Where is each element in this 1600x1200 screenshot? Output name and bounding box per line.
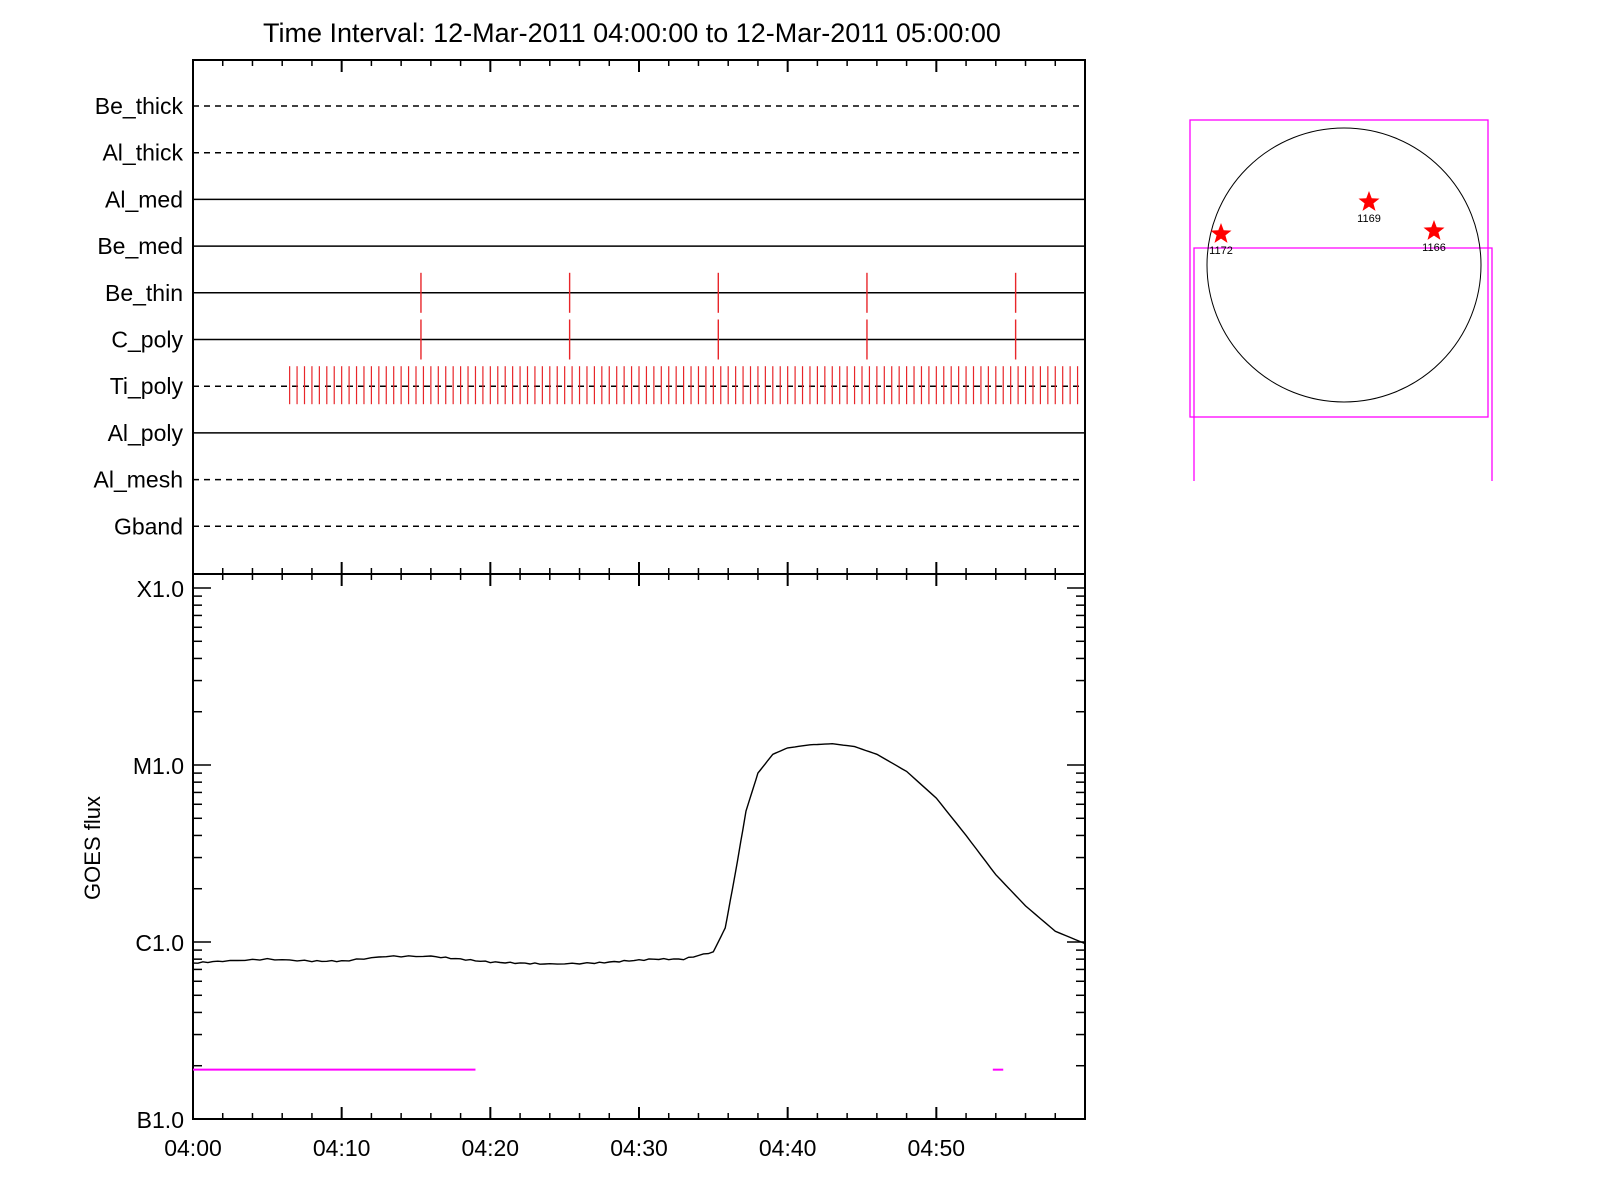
y-tick-label: B1.0	[137, 1107, 184, 1133]
solar-disk-panel: 1172 1169 1166	[1189, 119, 1493, 481]
active-region-label: 1169	[1357, 213, 1381, 225]
filter-timeline-panel: Be_thick Al_thick Al_med Be_med Be_thin C_pol…	[94, 59, 1086, 586]
fov-box-upper	[1189, 119, 1489, 418]
filter-label: Al_med	[105, 186, 183, 212]
filter-label: Be_thick	[95, 93, 184, 119]
chart-title: Time Interval: 12-Mar-2011 04:00:00 to 1…	[263, 18, 1001, 48]
filter-label: Al_thick	[102, 140, 183, 166]
x-tick-label: 04:20	[462, 1135, 520, 1161]
filter-label: Be_med	[97, 233, 183, 259]
filter-label: Ti_poly	[110, 373, 184, 399]
x-tick-label: 04:00	[164, 1135, 222, 1161]
y-tick-label: X1.0	[137, 576, 184, 602]
goes-frame	[192, 573, 1086, 1120]
fov-box-lower	[1193, 247, 1493, 481]
y-tick-label: C1.0	[135, 930, 184, 956]
filter-label: Gband	[114, 513, 183, 539]
filter-label: Al_poly	[108, 420, 184, 446]
timeline-frame	[192, 59, 1086, 575]
active-region-star	[1423, 220, 1445, 240]
filter-label: Al_mesh	[94, 467, 183, 493]
filter-label: Be_thin	[105, 280, 183, 306]
solar-disk	[1206, 127, 1482, 403]
x-tick-label: 04:10	[313, 1135, 371, 1161]
goes-flux-line	[192, 742, 1086, 965]
active-region-label: 1172	[1209, 245, 1233, 257]
y-axis-label: GOES flux	[80, 796, 105, 900]
x-tick-label: 04:40	[759, 1135, 817, 1161]
filter-label: C_poly	[111, 327, 183, 353]
active-region-star	[1358, 191, 1380, 211]
x-tick-label: 04:50	[908, 1135, 966, 1161]
active-region-label: 1166	[1422, 242, 1446, 254]
x-tick-label: 04:30	[610, 1135, 668, 1161]
goes-flux-panel: GOES flux 04:00 04:10 04:20 04:30 04:40 04:50…	[80, 573, 1086, 1161]
active-region-star	[1210, 223, 1232, 243]
y-tick-label: M1.0	[133, 753, 184, 779]
